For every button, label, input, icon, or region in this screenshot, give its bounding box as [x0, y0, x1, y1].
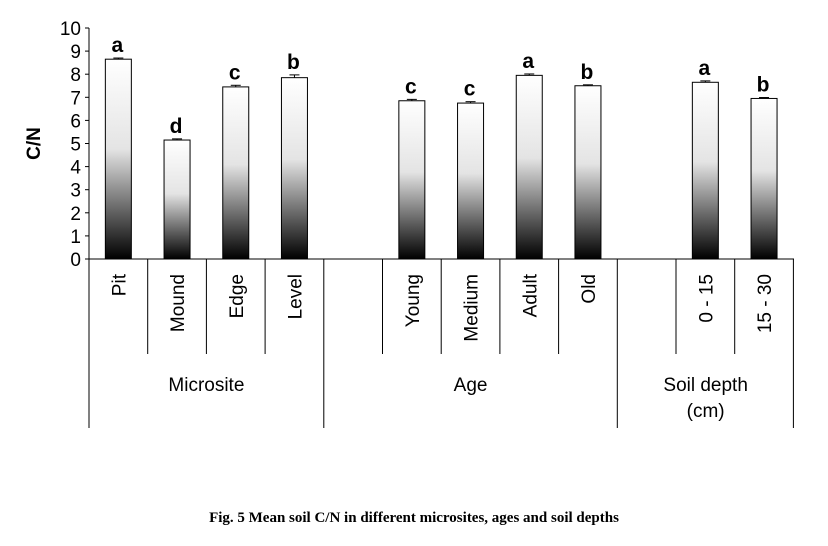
y-tick-label: 7	[70, 88, 81, 109]
significance-letter: c	[229, 61, 241, 84]
y-tick-label: 1	[70, 227, 81, 248]
bar-0-15	[691, 81, 719, 260]
y-tick-label: 2	[70, 204, 81, 225]
bar-Old	[574, 85, 602, 260]
group-label: Microsite	[168, 375, 244, 396]
y-tick-label: 3	[70, 181, 81, 202]
significance-letter: a	[112, 34, 124, 57]
y-tick-label: 10	[60, 19, 81, 40]
y-tick-label: 0	[70, 250, 81, 271]
x-category-label: Mound	[168, 274, 189, 332]
significance-letter: c	[405, 75, 417, 98]
labels: a Pit d Mound c Edge b Level c Young c Medium a Adult…	[109, 34, 776, 422]
y-tick-label: 8	[70, 65, 81, 86]
x-category-label: 0 - 15	[696, 274, 717, 323]
y-tick-label: 4	[70, 158, 81, 179]
x-category-label: Old	[579, 274, 600, 304]
y-tick-label: 9	[70, 42, 81, 63]
bars	[104, 57, 778, 260]
bar-Young	[398, 100, 426, 260]
x-category-label: Medium	[462, 274, 483, 342]
significance-letter: b	[581, 61, 594, 84]
bar-Level	[280, 77, 308, 260]
bar-Pit	[104, 58, 132, 260]
significance-letter: d	[170, 115, 183, 138]
significance-letter: a	[522, 50, 534, 73]
y-axis-title: C/N	[24, 127, 45, 160]
x-category-label: Adult	[520, 273, 541, 317]
y-tick-label: 5	[70, 135, 81, 156]
significance-letter: b	[287, 51, 300, 74]
group-label: Age	[454, 375, 488, 396]
x-category-label: Young	[403, 274, 424, 327]
bar-Edge	[222, 86, 250, 260]
figure-caption: Fig. 5 Mean soil C/N in different micros…	[209, 510, 619, 526]
significance-letter: b	[757, 74, 770, 97]
bar-Adult	[515, 74, 543, 260]
bar-15-30	[750, 97, 778, 260]
x-category-label: Pit	[109, 273, 130, 296]
bar-Medium	[457, 102, 485, 260]
group-label: Soil depth (cm)	[663, 375, 748, 422]
x-category-label: Level	[285, 274, 306, 319]
x-category-label: Edge	[227, 274, 248, 318]
significance-letter: c	[464, 78, 476, 101]
bar-Mound	[163, 139, 191, 260]
y-tick-label: 6	[70, 111, 81, 132]
significance-letter: a	[699, 57, 711, 80]
x-category-label: 15 - 30	[755, 274, 776, 333]
